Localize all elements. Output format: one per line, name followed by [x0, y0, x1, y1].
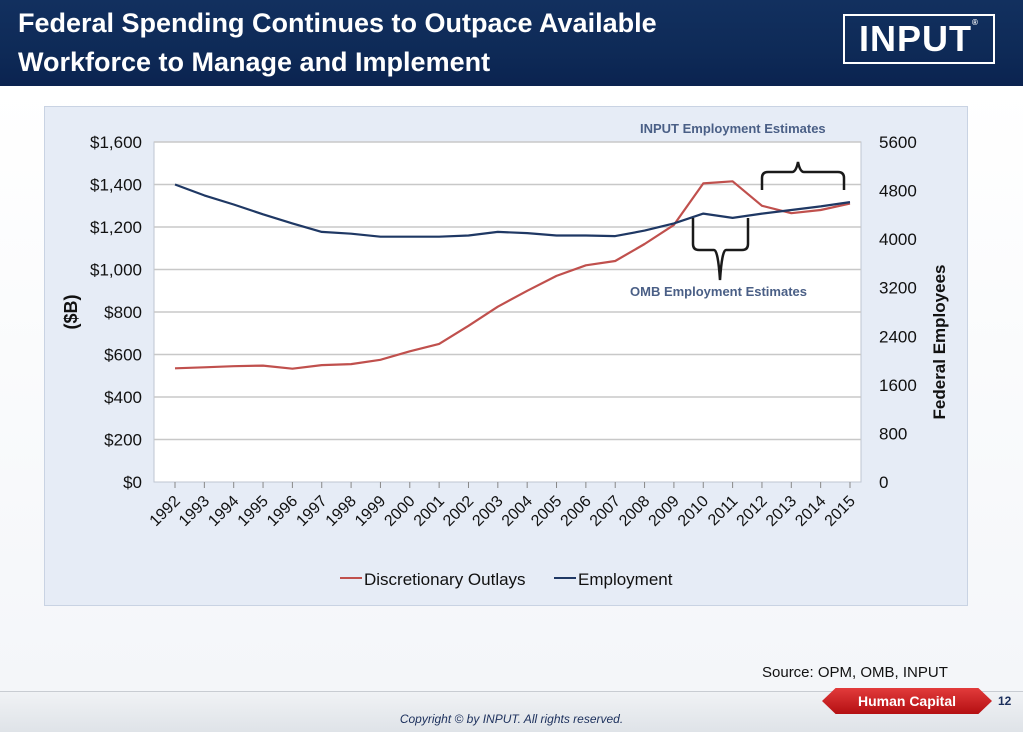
series-line-employment: [174, 183, 851, 238]
section-badge: Human Capital: [822, 688, 992, 714]
x-tick-label: 2008: [616, 493, 653, 530]
slide-title: Federal Spending Continues to Outpace Av…: [18, 4, 818, 82]
x-tick-label: 2010: [675, 493, 712, 530]
x-tick-label: 2014: [792, 493, 829, 530]
left-tick-label: $0: [123, 473, 142, 492]
x-tick-label: 1994: [205, 493, 242, 530]
x-tick-label: 1993: [176, 493, 213, 530]
x-tick-label: 2001: [411, 493, 448, 530]
chart: $0 $200 $400 $600 $800 $1,000 $1,200 $1,400 $1,6…: [61, 121, 949, 589]
x-tick-label: 2005: [528, 493, 565, 530]
left-tick-label: $600: [104, 346, 142, 365]
x-tick-label: 2012: [734, 493, 771, 530]
x-tick-label: 1992: [147, 493, 184, 530]
x-tick-label: 1997: [293, 493, 330, 530]
series-lines: [174, 180, 851, 370]
x-tick-label: 2013: [763, 493, 800, 530]
gridlines: [154, 141, 861, 441]
right-tick-label: 0: [879, 473, 888, 492]
right-axis-ticks: 0 800 1600 2400 3200 4000 4800 5600: [879, 133, 917, 492]
omb-estimates-brace: [691, 218, 750, 281]
left-axis-ticks: $0 $200 $400 $600 $800 $1,000 $1,200 $1,400 $1,6…: [90, 133, 142, 492]
legend: Discretionary Outlays Employment: [340, 570, 673, 589]
page-number: 12: [998, 694, 1012, 708]
right-tick-label: 4000: [879, 230, 917, 249]
title-line-1: Federal Spending Continues to Outpace Av…: [18, 8, 657, 38]
x-tick-label: 2000: [381, 493, 418, 530]
right-tick-label: 2400: [879, 327, 917, 346]
left-tick-label: $400: [104, 388, 142, 407]
title-line-2: Workforce to Manage and Implement: [18, 47, 491, 77]
right-tick-label: 5600: [879, 133, 917, 152]
slide-header: Federal Spending Continues to Outpace Av…: [0, 0, 1023, 86]
left-tick-label: $1,000: [90, 261, 142, 280]
series-line-outlays: [174, 180, 851, 370]
x-tick-label: 1998: [323, 493, 360, 530]
left-tick-label: $1,600: [90, 133, 142, 152]
logo-text: INPUT: [859, 18, 973, 59]
input-estimates-brace: [760, 161, 846, 190]
right-tick-label: 1600: [879, 376, 917, 395]
copyright-notice: Copyright © by INPUT. All rights reserve…: [399, 712, 624, 726]
x-tick-label: 1999: [352, 493, 389, 530]
left-axis-label: ($B): [61, 294, 81, 329]
right-tick-label: 800: [879, 424, 907, 443]
x-tick-label: 2006: [558, 493, 595, 530]
input-logo: INPUT®: [843, 14, 995, 64]
legend-label-employment: Employment: [578, 570, 673, 589]
x-axis-ticks: 1992199319941995199619971998199920002001…: [147, 482, 859, 530]
right-tick-label: 3200: [879, 279, 917, 298]
right-tick-label: 4800: [879, 182, 917, 201]
right-axis-label: Federal Employees: [930, 265, 949, 420]
logo-registered-mark: ®: [972, 18, 979, 27]
x-tick-label: 2003: [469, 493, 506, 530]
x-tick-label: 2007: [587, 493, 624, 530]
left-tick-label: $200: [104, 431, 142, 450]
left-tick-label: $1,200: [90, 218, 142, 237]
x-tick-label: 2009: [646, 493, 683, 530]
input-estimates-annotation: INPUT Employment Estimates: [640, 121, 826, 136]
x-tick-label: 1996: [264, 493, 301, 530]
x-tick-label: 2004: [499, 493, 536, 530]
x-tick-label: 2002: [440, 493, 477, 530]
left-tick-label: $1,400: [90, 176, 142, 195]
x-tick-label: 1995: [235, 493, 272, 530]
x-tick-label: 2015: [822, 493, 859, 530]
left-tick-label: $800: [104, 303, 142, 322]
legend-label-outlays: Discretionary Outlays: [364, 570, 526, 589]
x-tick-label: 2011: [705, 493, 741, 529]
omb-estimates-annotation: OMB Employment Estimates: [630, 284, 807, 299]
source-note: Source: OPM, OMB, INPUT: [762, 664, 948, 681]
